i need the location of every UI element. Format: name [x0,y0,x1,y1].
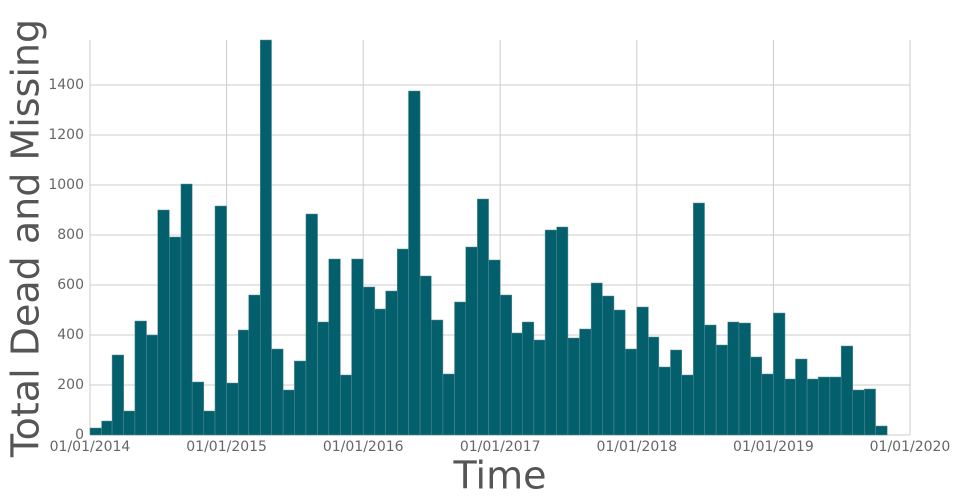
bar [613,309,626,436]
bar [180,183,193,436]
bar [123,410,136,436]
x-tick-label: 01/01/2017 [460,439,541,455]
bar [693,202,705,436]
y-tick-label: 800 [57,227,84,243]
bar [146,334,158,436]
bar [488,259,501,436]
bar [237,329,249,436]
bar [784,378,796,436]
bar [317,321,330,436]
bar [362,286,376,436]
bar [305,213,318,436]
bar [89,427,102,436]
bar [191,381,205,436]
bar [840,345,853,436]
y-tick-label: 600 [57,277,84,293]
y-tick-label: 1400 [48,77,84,93]
y-tick-label: 1000 [48,177,84,193]
bar [351,258,364,436]
bar [385,290,398,436]
y-tick-label: 0 [75,427,84,443]
bar [511,332,523,436]
bar [101,420,113,436]
bar [477,198,489,436]
bar [419,275,432,436]
bar [773,312,786,436]
bar [806,378,819,436]
bar [533,339,546,436]
bar [111,354,124,436]
x-axis-title: Time [453,454,547,498]
y-tick-label: 400 [57,327,84,343]
bar [397,248,409,436]
y-tick-label: 200 [57,377,84,393]
bar [761,373,774,436]
bar [556,226,569,436]
y-axis-title: Total Dead and Missing [4,19,48,458]
x-tick-label: 01/01/2014 [50,439,131,455]
bar [340,374,352,436]
bar [522,321,535,436]
bar [636,306,649,436]
bar [248,294,261,436]
x-tick-label: 01/01/2019 [733,439,814,455]
x-tick-label: 01/01/2016 [323,439,404,455]
bar [294,360,307,436]
bar [454,301,467,436]
bar [795,358,808,436]
bar [590,282,603,436]
bar [875,425,888,436]
bar [624,348,638,436]
bar [408,90,421,436]
bar [681,374,694,436]
bar [567,337,580,436]
x-tick-label: 01/01/2018 [596,439,677,455]
bar [260,39,272,436]
bar [579,328,592,436]
bar [431,319,444,436]
bar [738,322,751,436]
bar [134,320,147,436]
bar [818,376,831,436]
bar [864,388,876,436]
bar [727,321,740,436]
bar [602,295,615,436]
bar [465,246,478,436]
bar [214,205,227,436]
bar [203,410,216,436]
bar [374,308,386,436]
bar [328,258,341,436]
bar [226,382,239,436]
bar [852,389,865,436]
bar [157,209,170,436]
bar [750,356,763,436]
bar [169,236,182,436]
bar [648,336,660,436]
bar [282,389,295,436]
x-tick-label: 01/01/2020 [870,439,951,455]
bar [442,373,455,436]
x-tick-label: 01/01/2015 [186,439,267,455]
bar [658,366,671,436]
bar [544,229,557,436]
bar [715,344,728,436]
bar [829,376,842,436]
bar [499,294,513,436]
bar [704,324,717,436]
bar [670,349,682,436]
y-tick-label: 1200 [48,127,84,143]
bar [271,348,284,436]
